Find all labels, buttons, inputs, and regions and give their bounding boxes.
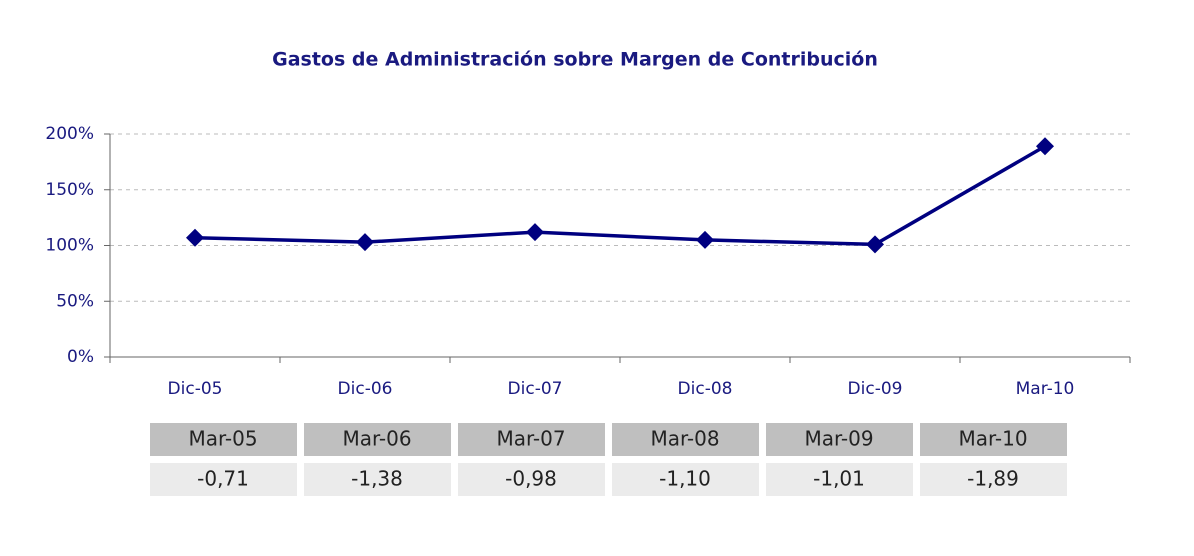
header-cell: [766, 423, 913, 456]
marker: [696, 230, 714, 249]
header-cell: [612, 423, 759, 456]
marker: [526, 223, 544, 242]
header-text: Mar-06: [342, 427, 411, 451]
marker: [356, 233, 374, 252]
value-text: -0,98: [505, 467, 557, 491]
value-cell: [920, 463, 1067, 496]
x-tick-label: Dic-05: [168, 379, 223, 399]
y-tick-label: 50%: [56, 291, 94, 311]
value-cell: [150, 463, 297, 496]
x-tick-label: Dic-08: [678, 379, 733, 399]
header-text: Mar-05: [188, 427, 257, 451]
value-text: -1,10: [659, 467, 711, 491]
value-cell: [612, 463, 759, 496]
x-tick-label: Dic-07: [508, 379, 563, 399]
x-tick-label: Mar-10: [1016, 379, 1075, 399]
y-tick-label: 150%: [45, 180, 94, 200]
y-tick-label: 200%: [45, 124, 94, 144]
chart-title: Gastos de Administración sobre Margen de…: [272, 49, 878, 71]
value-cell: [458, 463, 605, 496]
y-tick-label: 100%: [45, 236, 94, 256]
value-text: -1,01: [813, 467, 865, 491]
header-text: Mar-09: [804, 427, 873, 451]
value-cell: [766, 463, 913, 496]
marker: [866, 235, 884, 254]
header-cell: [304, 423, 451, 456]
header-text: Mar-08: [650, 427, 719, 451]
line: [194, 144, 1046, 247]
marker: [1036, 137, 1054, 156]
value-text: -0,71: [197, 467, 249, 491]
header-text: Mar-07: [496, 427, 565, 451]
marker: [186, 228, 204, 247]
x-tick-label: Dic-06: [338, 379, 393, 399]
y-tick-label: 0%: [67, 347, 94, 367]
header-cell: [458, 423, 605, 456]
value-text: -1,38: [351, 467, 403, 491]
header-text: Mar-10: [958, 427, 1027, 451]
value-text: -1,89: [967, 467, 1019, 491]
value-cell: [304, 463, 451, 496]
x-tick-label: Dic-09: [848, 379, 903, 399]
header-cell: [920, 423, 1067, 456]
header-cell: [150, 423, 297, 456]
